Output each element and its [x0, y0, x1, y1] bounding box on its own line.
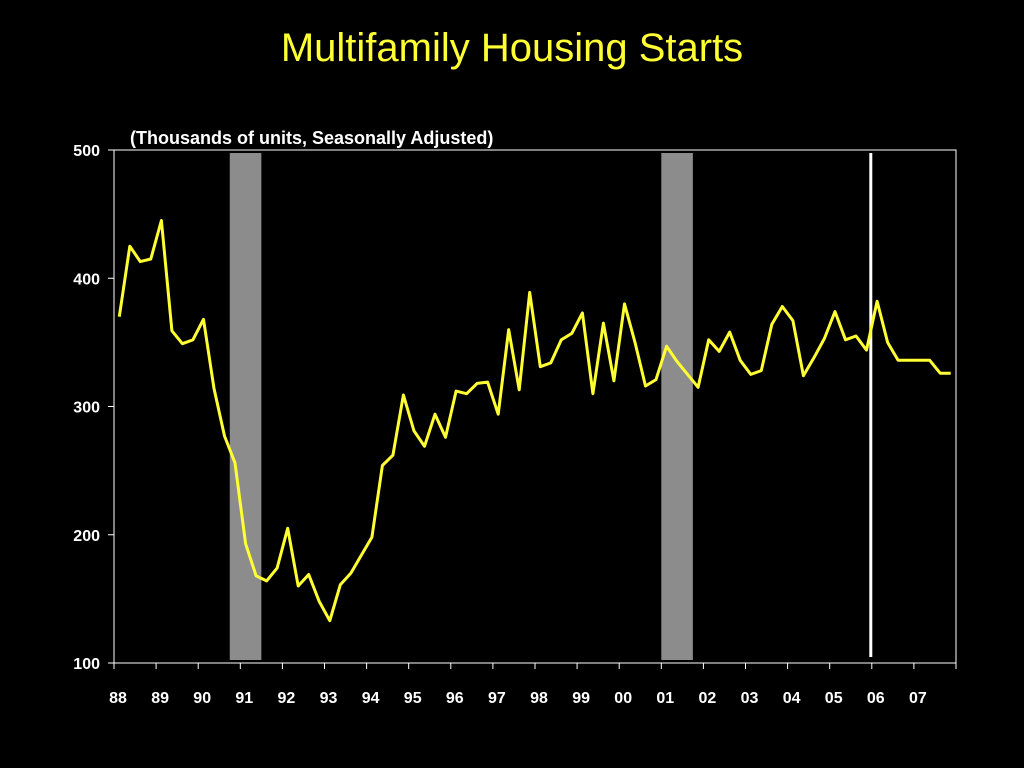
y-axis-ticks: 100 200 300 400 500 [73, 143, 114, 673]
x-tick-label: 98 [530, 690, 548, 707]
x-tick-label: 92 [278, 690, 296, 707]
y-tick-label: 100 [73, 656, 100, 673]
recession-band-2 [661, 153, 693, 660]
y-tick-label: 400 [73, 271, 100, 288]
recession-shading-group [229, 153, 693, 660]
y-tick-label: 300 [73, 400, 100, 417]
x-tick-label: 89 [151, 690, 169, 707]
chart-title: Multifamily Housing Starts [280, 26, 744, 70]
recession-band-1 [229, 153, 262, 660]
x-tick-label: 95 [404, 690, 422, 707]
x-axis-ticks: 88 89 90 91 92 93 94 95 96 97 98 99 00 01 02 03 04 05 06 07 [109, 663, 957, 707]
y-tick-label: 500 [73, 143, 100, 160]
x-tick-label: 99 [572, 690, 590, 707]
x-tick-label: 96 [446, 690, 464, 707]
x-tick-label: 05 [825, 690, 843, 707]
x-tick-label: 91 [235, 690, 253, 707]
x-tick-label: 06 [867, 690, 885, 707]
x-tick-label: 04 [783, 690, 801, 707]
x-tick-label: 94 [362, 690, 380, 707]
x-tick-label: 02 [699, 690, 717, 707]
x-tick-label: 01 [656, 690, 674, 707]
x-tick-label: 03 [741, 690, 759, 707]
series-line [117, 219, 951, 623]
chart-subtitle: (Thousands of units, Seasonally Adjusted… [130, 128, 494, 148]
x-tick-label: 07 [909, 690, 927, 707]
x-tick-label: 97 [488, 690, 506, 707]
x-tick-label: 00 [614, 690, 632, 707]
x-tick-label: 90 [193, 690, 211, 707]
x-tick-label: 88 [109, 690, 127, 707]
y-tick-label: 200 [73, 528, 100, 545]
x-tick-label: 93 [320, 690, 338, 707]
